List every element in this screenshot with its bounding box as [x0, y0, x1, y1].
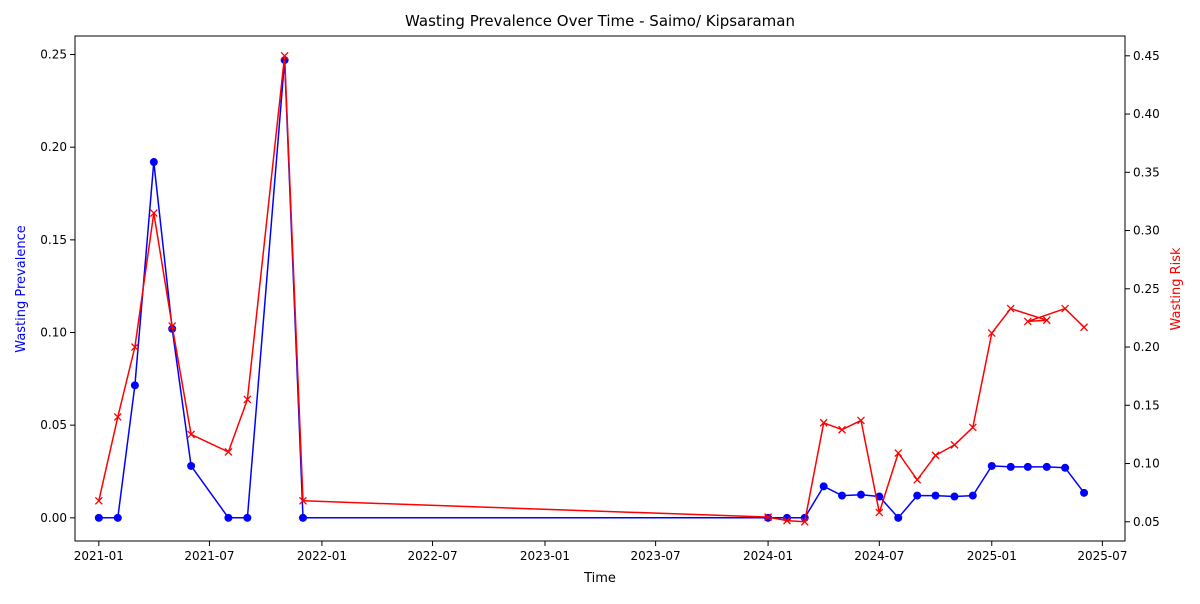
risk-point: [149, 209, 158, 218]
risk-point: [130, 343, 139, 351]
y-left-tick-label: 0.20: [40, 140, 67, 154]
prevalence-point: [931, 491, 940, 500]
risk-point: [783, 516, 791, 525]
prevalence-point: [987, 461, 996, 470]
x-tick-label: 2021-01: [74, 549, 124, 563]
y-left-tick-label: 0.00: [40, 511, 67, 525]
risk-point: [168, 322, 177, 331]
y-right-tick-label: 0.45: [1133, 49, 1160, 63]
prevalence-point: [894, 513, 903, 522]
x-tick-label: 2024-07: [854, 549, 904, 563]
prevalence-point: [224, 513, 233, 522]
prevalence-point: [113, 513, 122, 522]
risk-point: [968, 423, 977, 432]
y-left-tick-label: 0.10: [40, 326, 67, 340]
y-right-tick-label: 0.25: [1133, 282, 1160, 296]
prevalence-point: [243, 513, 252, 522]
y-left-axis-label: Wasting Prevalence: [14, 225, 29, 352]
risk-point: [113, 412, 122, 421]
risk-point: [950, 440, 959, 449]
risk-point: [931, 451, 940, 460]
x-tick-label: 2025-07: [1077, 549, 1127, 563]
risk-point: [299, 496, 307, 505]
risk-point: [819, 418, 828, 427]
risk-point: [764, 513, 773, 522]
y-right-tick-label: 0.05: [1133, 515, 1160, 529]
x-tick-label: 2021-07: [184, 549, 234, 563]
plot-frame: [74, 35, 1126, 542]
prevalence-point: [298, 513, 307, 522]
prevalence-point: [856, 490, 865, 499]
risk-point: [243, 395, 252, 404]
x-tick-label: 2025-01: [967, 549, 1017, 563]
y-right-tick-label: 0.35: [1133, 165, 1160, 179]
risk-point: [1061, 304, 1070, 313]
prevalence-point: [1061, 463, 1070, 472]
risk-point: [875, 508, 884, 517]
y-left-tick-label: 0.05: [40, 418, 67, 432]
y-right-tick-label: 0.30: [1133, 224, 1160, 238]
risk-point: [838, 425, 846, 434]
y-right-tick-label: 0.10: [1133, 457, 1160, 471]
risk-point: [913, 475, 922, 484]
prevalence-point: [94, 513, 103, 522]
y-right-tick-label: 0.20: [1133, 340, 1160, 354]
y-right-tick-label: 0.40: [1133, 107, 1160, 121]
series-layer: [94, 51, 1089, 526]
prevalence-point: [1042, 462, 1051, 471]
x-axis-label: Time: [583, 571, 616, 586]
risk-point: [800, 517, 809, 526]
prevalence-point: [875, 492, 884, 501]
x-tick-label: 2022-07: [407, 549, 457, 563]
prevalence-point: [1023, 462, 1032, 471]
prevalence-point: [149, 158, 158, 167]
risk-point: [987, 329, 996, 338]
risk-line: [98, 55, 1085, 523]
prevalence-point: [130, 381, 139, 390]
risk-point: [1042, 316, 1051, 325]
risk-point: [280, 51, 289, 60]
x-tick-label: 2022-01: [297, 549, 347, 563]
risk-point: [1080, 323, 1089, 332]
risk-point: [894, 449, 903, 458]
risk-point: [94, 496, 103, 505]
prevalence-point: [950, 492, 959, 501]
chart-title: Wasting Prevalence Over Time - Saimo/ Ki…: [405, 12, 795, 30]
y-left-tick-label: 0.15: [40, 233, 67, 247]
prevalence-point: [838, 491, 847, 500]
y-left-tick-label: 0.25: [40, 48, 67, 62]
x-tick-label: 2023-01: [520, 549, 570, 563]
prevalence-point: [968, 491, 977, 500]
risk-point: [1023, 317, 1032, 326]
y-right-tick-label: 0.15: [1133, 398, 1160, 412]
risk-point: [224, 447, 233, 456]
x-tick-label: 2024-01: [743, 549, 793, 563]
y-right-axis-label: Wasting Risk: [1169, 247, 1184, 331]
prevalence-point: [819, 482, 828, 491]
risk-point: [1006, 304, 1015, 313]
risk-point: [857, 416, 865, 425]
prevalence-line: [98, 59, 1085, 519]
x-tick-label: 2023-07: [631, 549, 681, 563]
risk-point: [187, 430, 196, 439]
axes-layer: 2021-01 2021-07 2022-01 2022-07 2023-01 2023-…: [40, 48, 1159, 563]
prevalence-point: [1080, 488, 1089, 497]
prevalence-point: [187, 461, 196, 470]
prevalence-point: [913, 491, 922, 500]
prevalence-point: [1006, 462, 1015, 471]
